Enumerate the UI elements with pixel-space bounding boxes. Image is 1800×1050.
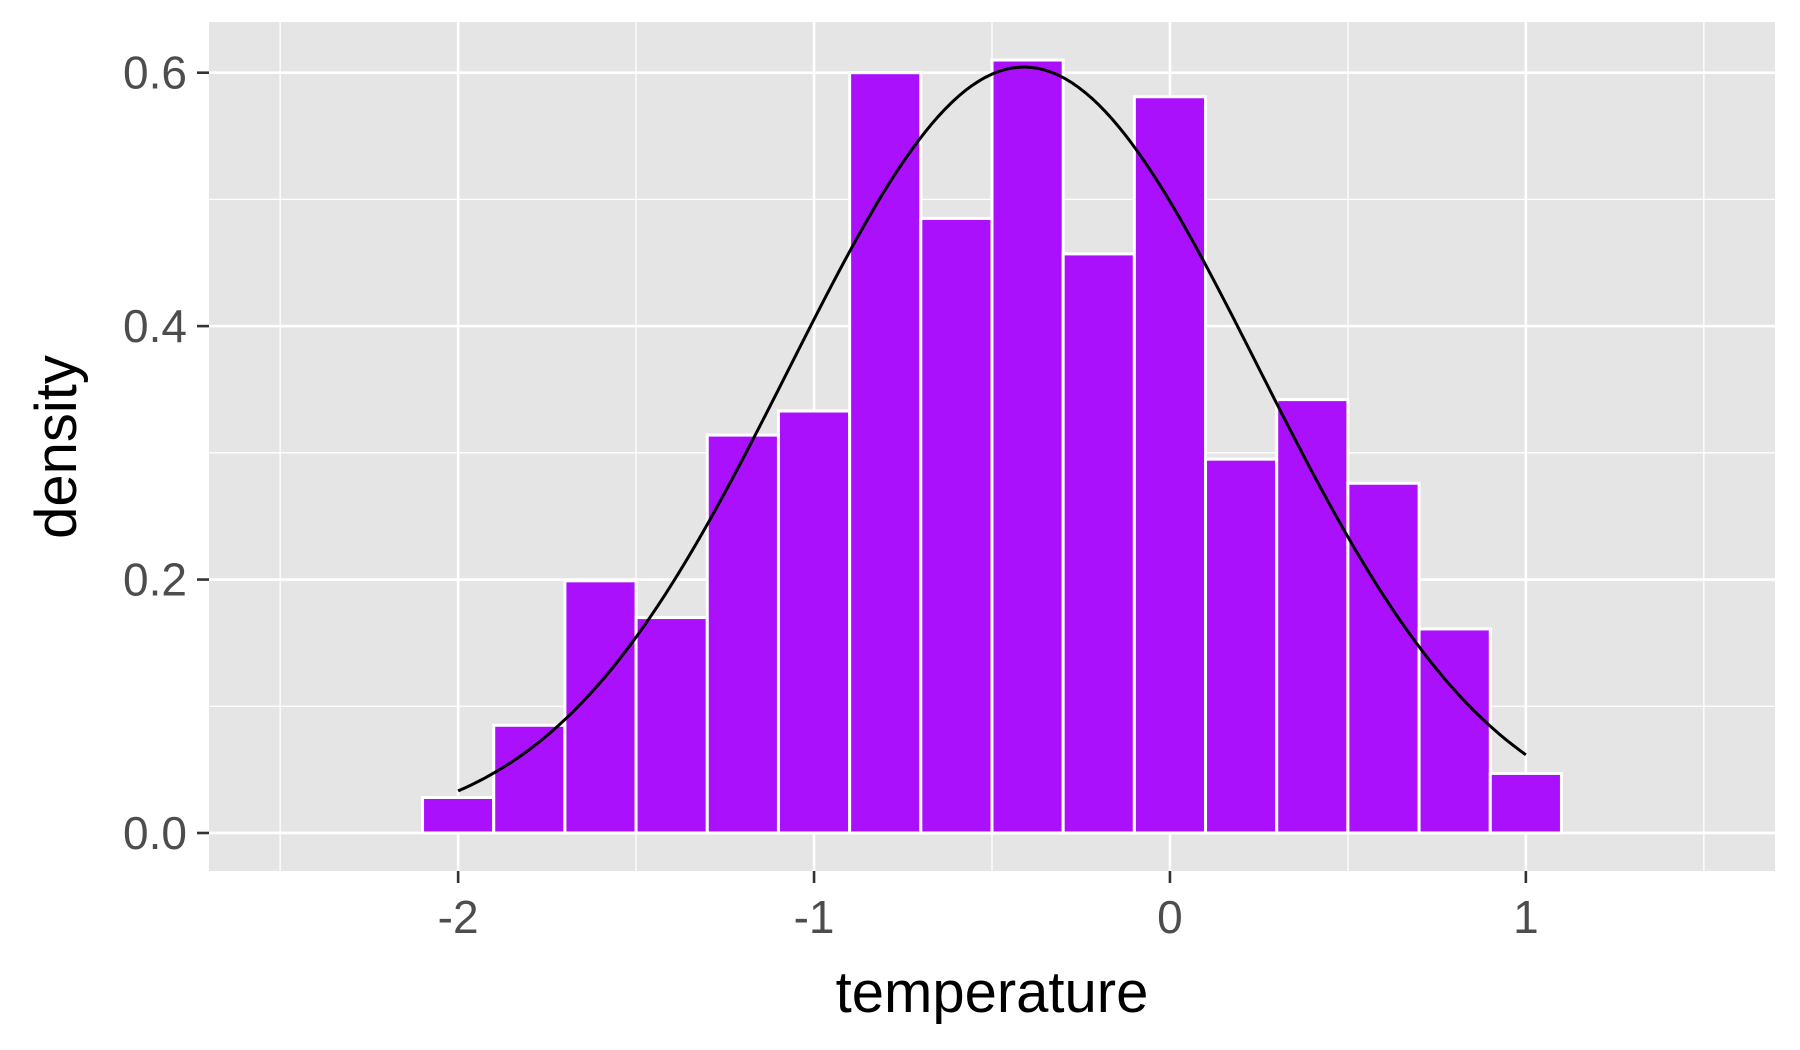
histogram-bars <box>421 58 1563 835</box>
x-tick-label: -2 <box>438 891 479 943</box>
histogram-bar <box>919 216 994 835</box>
histogram-bar <box>1346 481 1421 835</box>
histogram-bar <box>1488 771 1563 835</box>
histogram-bar <box>776 409 852 835</box>
histogram-bar <box>848 71 923 835</box>
x-tick-label: -1 <box>794 891 835 943</box>
histogram-bar <box>1061 252 1136 835</box>
x-axis-title: temperature <box>836 960 1149 1025</box>
x-tick-label: 1 <box>1513 891 1539 943</box>
y-tick-label: 0.0 <box>123 807 187 859</box>
histogram-bar <box>705 433 780 835</box>
y-axis-title: density <box>24 355 89 539</box>
histogram-bar <box>492 723 567 835</box>
histogram-bar <box>634 616 709 835</box>
histogram-bar <box>1132 95 1208 835</box>
x-tick-label: 0 <box>1157 891 1183 943</box>
y-axis: 0.0 0.2 0.4 0.6 <box>123 47 209 859</box>
histogram-bar <box>990 58 1065 835</box>
x-axis: -2 -1 0 1 <box>438 871 1539 943</box>
histogram-bar <box>1275 398 1350 835</box>
density-curve <box>457 65 1527 793</box>
histogram-bar <box>1204 457 1279 835</box>
y-tick-label: 0.2 <box>123 554 187 606</box>
y-tick-label: 0.6 <box>123 47 187 99</box>
histogram-bar <box>421 796 496 835</box>
histogram-bar <box>563 579 638 835</box>
y-tick-label: 0.4 <box>123 300 187 352</box>
